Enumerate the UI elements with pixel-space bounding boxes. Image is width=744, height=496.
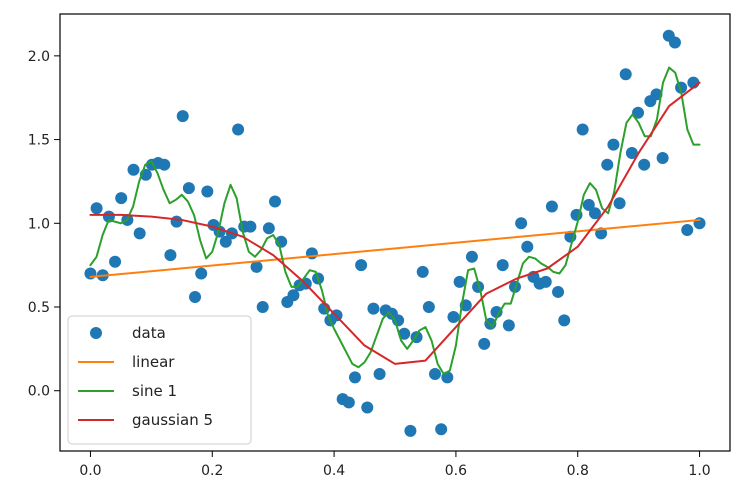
data-point [552,285,565,298]
data-point [515,217,528,230]
data-point [244,220,257,233]
data-point [115,192,128,205]
x-tick-label: 0.0 [79,463,101,479]
data-point [133,227,146,240]
data-point [601,158,614,171]
data-point [361,401,374,414]
data-point [447,311,460,324]
series-line-gaussian-5 [89,81,701,365]
data-point [164,249,177,262]
series-line-linear [89,218,701,278]
y-tick-label: 1.5 [28,133,50,149]
legend-label: sine 1 [132,382,177,400]
data-point [367,302,380,315]
data-point [109,255,122,268]
data-point [681,223,694,236]
legend-label: linear [132,353,175,371]
data-point [373,367,386,380]
y-tick-label: 0.5 [28,300,50,316]
x-tick-label: 1.0 [688,463,710,479]
data-point [219,235,232,248]
data-point [435,423,448,436]
data-point [158,158,171,171]
data-point [232,123,245,136]
data-point [607,138,620,151]
data-point [90,202,103,215]
data-point [176,110,189,123]
data-point [102,210,115,223]
data-point [619,68,632,81]
data-point [342,396,355,409]
data-point [650,88,663,101]
data-point [355,259,368,272]
data-point [496,259,509,272]
data-point [465,250,478,263]
legend-marker [90,327,102,339]
data-point [545,200,558,213]
data-point [588,207,601,220]
legend-label: data [132,324,166,342]
data-point [576,123,589,136]
data-point [625,146,638,159]
data-point [404,424,417,437]
data-point [422,301,435,314]
data-point [305,247,318,260]
data-point [182,182,195,195]
data-point [348,371,361,384]
y-tick-label: 0.0 [28,384,50,400]
data-point [398,327,411,340]
data-point [429,367,442,380]
legend-label: gaussian 5 [132,411,213,429]
data-point [195,267,208,280]
data-point [256,301,269,314]
series-line-sine-1 [89,66,701,375]
legend-box [67,315,252,445]
x-tick-label: 0.6 [445,463,467,479]
data-point [189,290,202,303]
data-point [632,106,645,119]
y-tick-label: 2.0 [28,49,50,65]
data-point [127,163,140,176]
data-point [638,158,651,171]
data-point [287,289,300,302]
data-point [558,314,571,327]
data-point [201,185,214,198]
data-layer [84,29,706,437]
x-tick-label: 0.8 [567,463,589,479]
data-point [453,275,466,288]
data-point [250,260,263,273]
data-point [170,215,183,228]
data-point [269,195,282,208]
data-point [521,240,534,253]
data-point [656,151,669,164]
data-point [490,306,503,319]
x-tick-label: 0.2 [201,463,223,479]
x-tick-label: 0.4 [323,463,345,479]
axes-layer: 0.0 0.2 0.4 0.6 0.8 1.0 0.0 0.5 1.0 1.5 2.0 [28,49,711,479]
legend: data linear sine 1 gaussian 5 [67,315,252,445]
data-point [668,36,681,49]
data-point [539,275,552,288]
data-point [613,197,626,210]
data-point [502,319,515,332]
data-point [416,265,429,278]
data-point [478,337,491,350]
data-point [582,198,595,211]
data-point [262,222,275,235]
y-tick-label: 1.0 [28,216,50,232]
